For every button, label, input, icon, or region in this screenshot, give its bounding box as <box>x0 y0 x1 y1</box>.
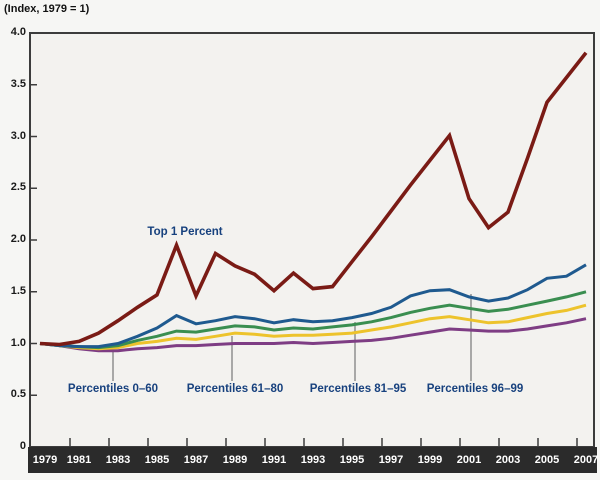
y-tick-label: 2.0 <box>10 233 26 245</box>
x-tick-label: 1989 <box>222 454 248 466</box>
annotation-percentiles-61-80: Percentiles 61–80 <box>186 383 284 395</box>
x-tick-label: 2005 <box>534 454 560 466</box>
y-tick-label: 1.5 <box>10 284 26 297</box>
y-tick-label: 0.5 <box>10 388 26 401</box>
series-line-1 <box>39 263 587 349</box>
series-line-3 <box>39 303 587 351</box>
annotation-percentiles-81-95: Percentiles 81–95 <box>309 383 407 395</box>
x-tick-label: 1983 <box>105 454 131 466</box>
x-tick-label: 1995 <box>339 454 365 466</box>
x-tick-label: 1979 <box>32 454 58 466</box>
y-tick-label: 2.5 <box>10 181 26 194</box>
x-tick-label: 2007 <box>573 454 599 466</box>
x-axis-band: 1979 1981 1983 1985 1987 1989 1991 1993 1995 1997… <box>28 447 599 473</box>
y-tick-label: 3.0 <box>10 129 26 142</box>
x-tick-label: 1993 <box>300 454 326 466</box>
annotation-percentiles-96-99: Percentiles 96–99 <box>426 383 524 395</box>
x-tick-label: 2003 <box>495 454 521 466</box>
y-tick-label: 1.0 <box>10 336 26 349</box>
series-line-4 <box>39 317 587 353</box>
series-line-2 <box>39 290 587 350</box>
plot-area <box>29 32 595 448</box>
x-tick-label: 2001 <box>456 454 482 466</box>
annotation-percentiles-0-60: Percentiles 0–60 <box>67 383 159 395</box>
y-tick-label: 3.5 <box>10 77 26 90</box>
y-tick-label: 0 <box>19 440 26 452</box>
series-line-0 <box>39 51 588 347</box>
x-tick-label: 1987 <box>183 454 209 466</box>
x-tick-label: 1985 <box>144 454 170 466</box>
x-tick-label: 1999 <box>417 454 443 466</box>
x-tick-label: 1991 <box>261 454 287 466</box>
x-tick-label: 1997 <box>378 454 404 466</box>
x-tick-label: 1981 <box>66 454 92 466</box>
annotation-top-1-percent: Top 1 Percent <box>147 226 223 238</box>
chart-title: (Index, 1979 = 1) <box>4 3 90 15</box>
y-tick-label: 4.0 <box>10 26 26 38</box>
